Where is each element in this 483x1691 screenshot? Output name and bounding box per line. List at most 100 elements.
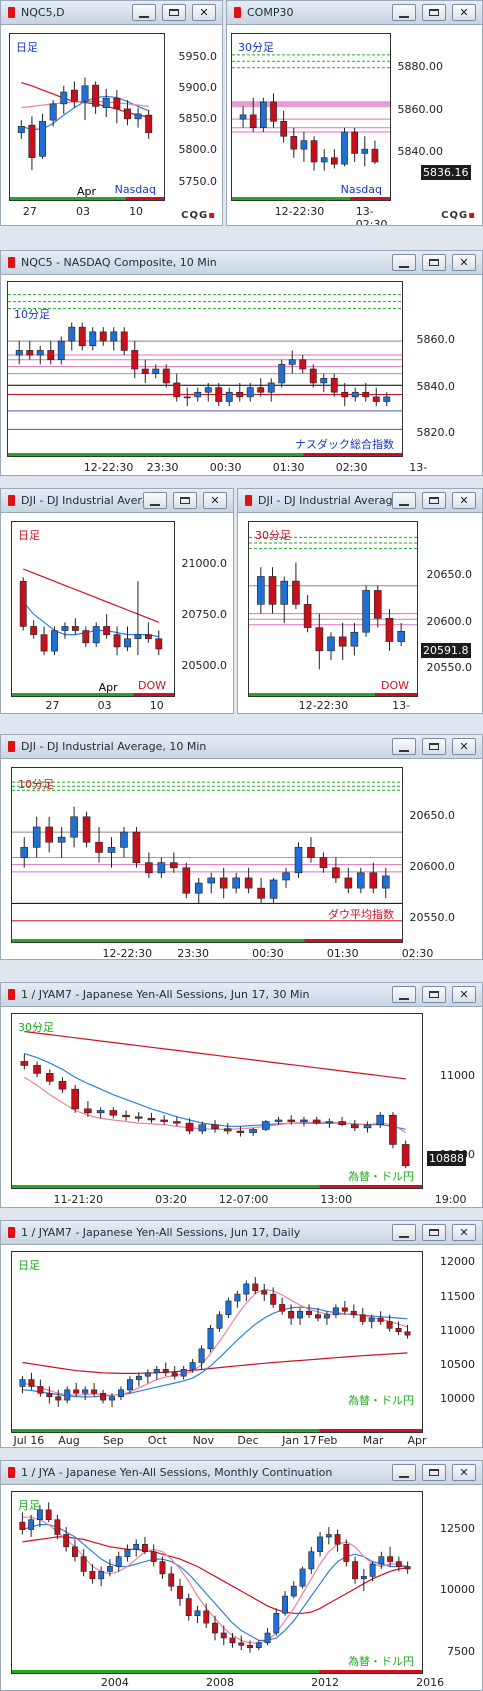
close-button[interactable]: ✕ [452,738,476,755]
candlestick [120,826,128,858]
title-bar[interactable]: COMP30 ✕ [227,1,482,25]
price-tick-label: 20600.0 [426,614,473,628]
candlestick [162,364,170,388]
window-title: DJI - DJ Industrial Average [21,494,163,507]
time-tick-label: 02:30 [335,461,368,474]
minimize-button[interactable] [143,492,167,509]
maximize-button[interactable] [422,1464,446,1481]
price-tick-label: 10000 [440,1583,475,1597]
candlestick [387,1546,394,1567]
maximize-button[interactable] [173,492,197,509]
maximize-button[interactable] [162,4,186,21]
time-tick-label: 13-02:30 [355,205,388,226]
title-bar[interactable]: NQC5 - NASDAQ Composite, 10 Min ✕ [1,251,482,275]
chart-window-comp30[interactable]: COMP30 ✕ 30分足 Nasdaq 5880.00 5860.00 5840.… [226,0,483,226]
title-bar[interactable]: 1 / JYAM7 - Japanese Yen-All Sessions, J… [1,1221,482,1245]
candlestick [212,1615,218,1641]
period-label: 日足 [16,41,38,54]
chart-window-dji-30min[interactable]: DJI - DJ Industrial Average ✕ 30分足 DOW 2… [237,488,483,714]
app-icon [8,741,15,752]
close-button[interactable]: ✕ [452,492,476,509]
chart-plot[interactable]: 月足 為替・ドル円 [11,1491,423,1674]
close-button[interactable]: ✕ [452,986,476,1003]
chart-window-dji-daily[interactable]: DJI - DJ Industrial Average ✕ 日足 DOW Apr… [0,488,234,714]
window-title: 1 / JYAM7 - Japanese Yen-All Sessions, J… [21,1226,301,1239]
chart-plot[interactable]: 30分足 Nasdaq [231,33,391,201]
candlestick [68,322,76,351]
chart-window-dji-10min[interactable]: DJI - DJ Industrial Average, 10 Min ✕ 10… [0,734,483,960]
maximize-button[interactable] [422,254,446,271]
chart-plot[interactable]: 日足 為替・ドル円 [11,1251,423,1433]
chart-plot[interactable]: 10分足 ナスダック総合指数 [7,281,403,457]
close-button[interactable]: ✕ [452,1224,476,1241]
maximize-button[interactable] [422,4,446,21]
minimize-button[interactable] [392,738,416,755]
moving-average-line [24,1053,406,1130]
candlestick [334,1529,341,1552]
close-button[interactable]: ✕ [452,254,476,271]
chart-plot[interactable]: 30分足 為替・ドル円 [11,1013,423,1189]
minimize-button[interactable] [132,4,156,21]
price-chart-svg [12,1030,422,1188]
maximize-button[interactable] [422,738,446,755]
candlestick [45,1069,54,1086]
chart-plot[interactable]: 10分足 ダウ平均指数 [11,767,403,943]
close-button[interactable]: ✕ [203,492,227,509]
candlestick [57,826,66,858]
close-button[interactable]: ✕ [452,1464,476,1481]
chart-plot[interactable]: 30分足 DOW [248,521,418,697]
candlestick [115,1551,122,1572]
time-tick-label: 00:30 [209,461,242,474]
chart-window-jya-monthly[interactable]: 1 / JYA - Japanese Yen-All Sessions, Mon… [0,1460,483,1691]
session-bar [12,1185,320,1188]
maximize-button[interactable] [422,1224,446,1241]
candlestick [73,1383,80,1397]
chart-plot[interactable]: 日足 Nasdaq Apr [9,33,165,201]
price-axis: 5950.0 5900.0 5850.0 5800.0 5750.0 [165,33,221,201]
minimize-button[interactable] [392,1224,416,1241]
instrument-label: Nasdaq [114,183,156,196]
candlestick [317,1532,323,1557]
chart-plot[interactable]: 日足 DOW Apr [11,521,175,697]
candlestick [171,1365,178,1380]
candlestick [194,387,202,402]
title-bar[interactable]: DJI - DJ Industrial Average ✕ [1,489,233,513]
price-tick-label: 5840.0 [416,379,456,393]
candlestick [142,1536,148,1555]
minimize-button[interactable] [392,254,416,271]
candlestick [30,620,38,639]
time-tick-label: 00:30 [252,947,284,960]
candlestick [124,626,131,652]
chart-window-jyam7-daily[interactable]: 1 / JYAM7 - Japanese Yen-All Sessions, J… [0,1220,483,1448]
title-bar[interactable]: DJI - DJ Industrial Average, 10 Min ✕ [1,735,482,759]
close-button[interactable]: ✕ [192,4,216,21]
candlestick [26,341,34,360]
candlestick [170,852,178,873]
candlestick [351,127,358,162]
price-chart-svg [12,568,174,696]
chart-window-jyam7-30min[interactable]: 1 / JYAM7 - Japanese Yen-All Sessions, J… [0,982,483,1208]
close-button[interactable]: ✕ [452,4,476,21]
maximize-button[interactable] [422,492,446,509]
minimize-button[interactable] [392,986,416,1003]
title-bar[interactable]: 1 / JYAM7 - Japanese Yen-All Sessions, J… [1,983,482,1007]
candlestick [110,327,118,351]
title-bar[interactable]: 1 / JYA - Japanese Yen-All Sessions, Mon… [1,1461,482,1485]
candlestick [244,867,253,894]
candlestick [204,382,212,402]
minimize-button[interactable] [392,492,416,509]
chart-window-nasdaq-10min[interactable]: NQC5 - NASDAQ Composite, 10 Min ✕ 10分足 ナ… [0,250,483,476]
chart-window-nqc5-daily[interactable]: NQC5,D ✕ 日足 Nasdaq Apr 5950.0 5900.0 5850.… [0,0,223,226]
maximize-button[interactable] [422,986,446,1003]
session-bar [232,197,351,200]
window-title: COMP30 [247,6,294,19]
candlestick [60,85,68,114]
moving-average-line [22,1352,408,1375]
price-axis: 12000 11500 11000 10500 10000 [423,1251,479,1433]
candlestick [308,1546,315,1574]
title-bar[interactable]: DJI - DJ Industrial Average ✕ [238,489,482,513]
title-bar[interactable]: NQC5,D ✕ [1,1,222,25]
minimize-button[interactable] [392,1464,416,1481]
price-tick-label: 11000 [440,1069,475,1083]
minimize-button[interactable] [392,4,416,21]
